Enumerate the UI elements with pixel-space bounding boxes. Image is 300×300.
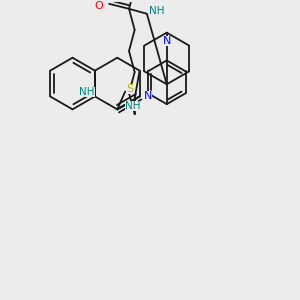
- Text: NH: NH: [125, 101, 140, 111]
- Text: N: N: [163, 36, 171, 46]
- Text: N: N: [143, 92, 152, 101]
- Text: NH: NH: [149, 6, 165, 16]
- Text: S: S: [127, 83, 134, 94]
- Text: O: O: [95, 1, 103, 11]
- Text: NH: NH: [79, 88, 95, 98]
